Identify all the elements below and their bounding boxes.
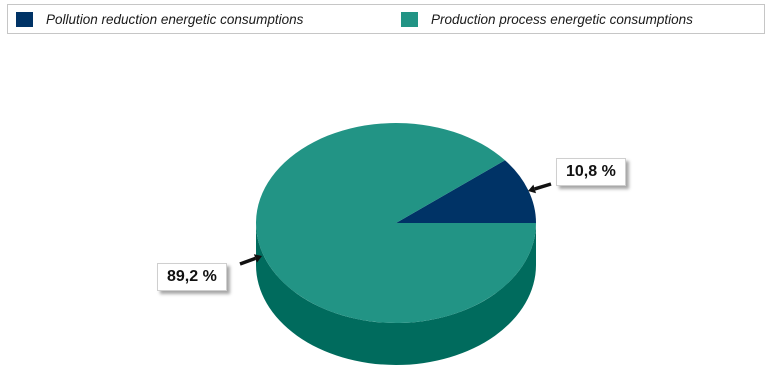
legend-item-pollution-reduction: Pollution reduction energetic consumptio… <box>16 5 303 33</box>
legend-item-production-process: Production process energetic consumption… <box>401 5 693 33</box>
legend-label-production-process: Production process energetic consumption… <box>431 11 693 27</box>
pie-slice-pollution-reduction <box>396 160 536 223</box>
legend-swatch-production-process <box>401 11 418 27</box>
pie-side-wall <box>256 223 536 365</box>
data-label-production-process: 89,2 % <box>157 263 227 291</box>
leader-arrowhead-pollution-reduction <box>528 184 537 194</box>
leader-line-production-process <box>239 256 257 266</box>
pie-slice-production-process <box>255 123 536 324</box>
legend-swatch-pollution-reduction <box>16 11 33 27</box>
chart-legend: Pollution reduction energetic consumptio… <box>7 4 765 34</box>
leader-arrowhead-production-process <box>253 254 262 263</box>
data-label-pollution-reduction: 10,8 % <box>556 158 626 186</box>
legend-label-pollution-reduction: Pollution reduction energetic consumptio… <box>46 11 304 27</box>
leader-line-pollution-reduction <box>534 182 552 191</box>
